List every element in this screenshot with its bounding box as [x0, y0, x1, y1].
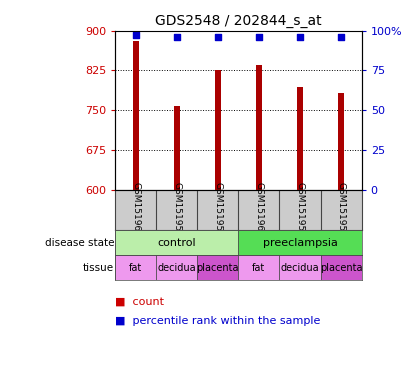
Text: GSM151958: GSM151958	[213, 182, 222, 237]
Text: decidua: decidua	[281, 263, 319, 273]
Text: placenta: placenta	[196, 263, 239, 273]
Text: preeclampsia: preeclampsia	[263, 238, 337, 248]
Point	[173, 34, 180, 40]
Title: GDS2548 / 202844_s_at: GDS2548 / 202844_s_at	[155, 14, 322, 28]
Text: GSM151955: GSM151955	[172, 182, 181, 237]
Text: decidua: decidua	[157, 263, 196, 273]
Bar	[279, 255, 321, 280]
Bar	[321, 255, 362, 280]
Text: disease state: disease state	[45, 238, 114, 248]
Point	[297, 34, 303, 40]
Text: fat: fat	[252, 263, 266, 273]
Point	[132, 32, 139, 38]
Bar	[238, 230, 362, 255]
Bar	[338, 93, 344, 190]
Bar	[197, 255, 238, 280]
Bar	[174, 106, 180, 190]
Bar	[297, 88, 303, 190]
Text: GSM151960: GSM151960	[131, 182, 140, 237]
Text: ■  percentile rank within the sample: ■ percentile rank within the sample	[115, 316, 321, 326]
Bar	[115, 230, 238, 255]
Bar	[115, 255, 156, 280]
Bar	[215, 70, 221, 190]
Bar	[132, 41, 139, 190]
Bar	[238, 255, 279, 280]
Text: GSM151957: GSM151957	[296, 182, 305, 237]
Text: GSM151959: GSM151959	[337, 182, 346, 237]
Text: control: control	[157, 238, 196, 248]
Point	[256, 34, 262, 40]
Bar	[256, 65, 262, 190]
Text: ■  count: ■ count	[115, 296, 164, 306]
Text: placenta: placenta	[320, 263, 363, 273]
Text: fat: fat	[129, 263, 142, 273]
Text: tissue: tissue	[83, 263, 114, 273]
Point	[215, 34, 221, 40]
Bar	[156, 255, 197, 280]
Point	[338, 34, 344, 40]
Text: GSM151961: GSM151961	[254, 182, 263, 237]
